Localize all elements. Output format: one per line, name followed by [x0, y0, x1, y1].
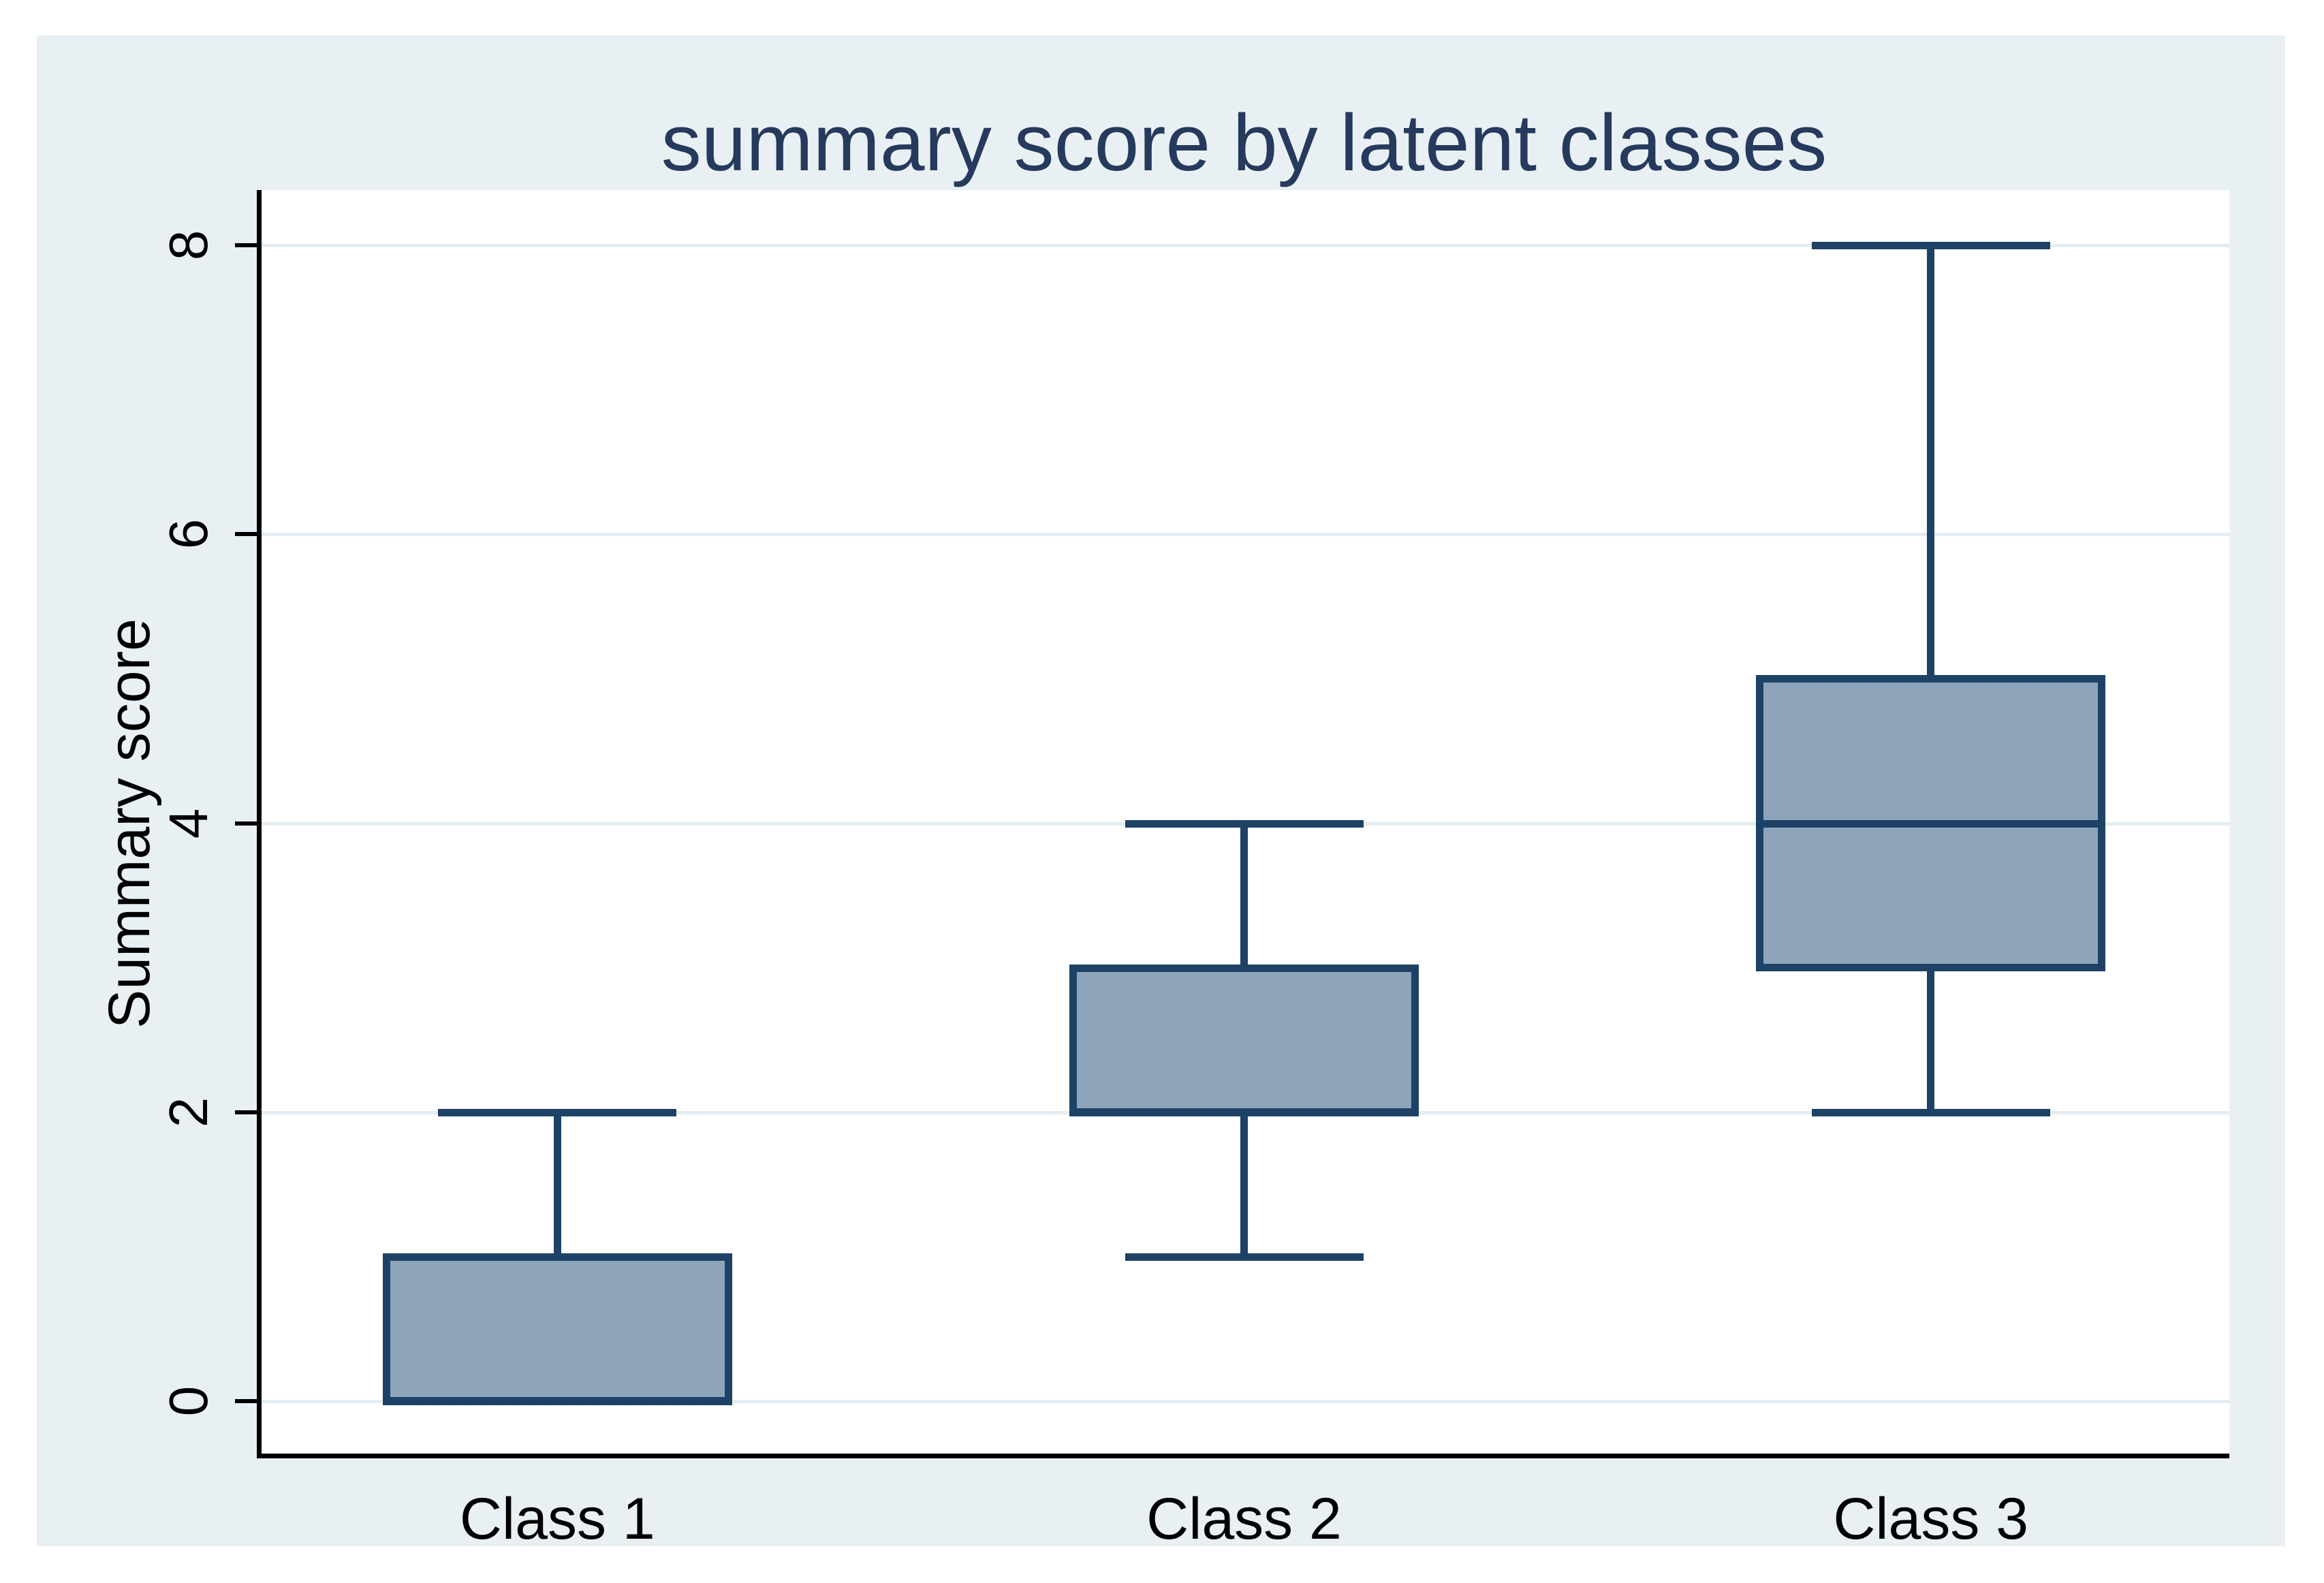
- y-gridline: [259, 533, 2229, 537]
- plot-area: [259, 190, 2229, 1456]
- upper-whisker-cap: [438, 1108, 677, 1116]
- upper-whisker-stem: [1240, 823, 1248, 968]
- y-gridline: [259, 1400, 2229, 1404]
- y-tick-label: 0: [158, 1386, 219, 1417]
- y-gridline: [259, 243, 2229, 247]
- y-tick-mark: [235, 242, 257, 247]
- graph-canvas: summary score by latent classes 0 2 4 6 8 Su…: [37, 35, 2285, 1552]
- median-line: [1756, 819, 2106, 828]
- y-tick-label: 2: [158, 1097, 219, 1128]
- y-axis-title: Summary score: [97, 618, 162, 1029]
- median-line: [1069, 1108, 1419, 1116]
- y-tick-mark: [235, 821, 257, 826]
- x-axis-line: [257, 1454, 2229, 1458]
- lower-whisker-stem: [1240, 1112, 1248, 1257]
- y-tick-mark: [235, 1399, 257, 1404]
- upper-whisker-stem: [553, 1112, 561, 1257]
- upper-whisker-stem: [1927, 245, 1935, 679]
- x-tick-label: Class 2: [1146, 1486, 1342, 1552]
- y-axis-line: [257, 190, 262, 1458]
- upper-whisker-cap: [1125, 819, 1364, 828]
- y-tick-label: 8: [158, 230, 219, 260]
- lower-whisker-stem: [1927, 967, 1935, 1112]
- lower-whisker-cap: [1811, 1108, 2050, 1116]
- y-tick-label: 6: [158, 518, 219, 550]
- y-tick-mark: [235, 1110, 257, 1114]
- upper-whisker-cap: [1811, 241, 2050, 249]
- y-tick-label: 4: [158, 808, 219, 838]
- x-tick-label: Class 1: [459, 1486, 655, 1552]
- y-tick-mark: [235, 532, 257, 537]
- median-line: [382, 1398, 732, 1406]
- chart-title: summary score by latent classes: [661, 98, 1827, 188]
- x-tick-label: Class 3: [1833, 1486, 2029, 1552]
- iqr-box: [382, 1253, 732, 1405]
- iqr-box: [1069, 964, 1419, 1116]
- lower-whisker-cap: [1125, 1253, 1364, 1261]
